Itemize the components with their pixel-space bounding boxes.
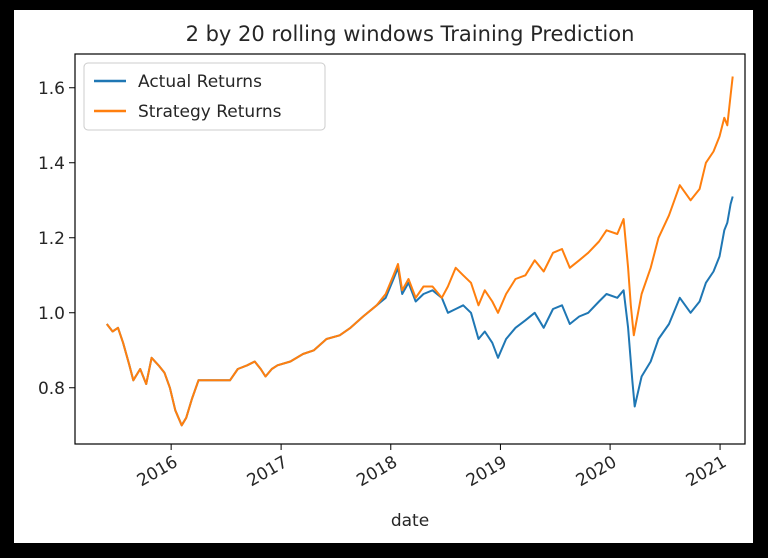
series-layer [106, 76, 734, 427]
legend-label: Strategy Returns [138, 102, 282, 122]
y-tick-label: 1.4 [38, 154, 65, 174]
y-tick-label: 1.2 [38, 229, 65, 249]
legend: Actual Returns Strategy Returns [83, 62, 326, 131]
x-tick-label: 2020 [573, 452, 620, 491]
legend-box [83, 62, 326, 131]
x-axis-label: date [391, 511, 429, 531]
chart-title: 2 by 20 rolling windows Training Predict… [186, 22, 635, 46]
x-tick-label: 2018 [353, 452, 400, 491]
x-axis: 2016 2017 2018 2019 2020 2021 [134, 444, 730, 491]
x-tick-label: 2019 [463, 452, 510, 491]
series-line-1 [106, 76, 734, 427]
x-tick-label: 2016 [134, 452, 181, 491]
line-chart: 2 by 20 rolling windows Training Predict… [38, 22, 746, 531]
y-axis: 0.8 1.0 1.2 1.4 1.6 [38, 79, 75, 399]
y-tick-label: 1.6 [38, 79, 65, 99]
chart-figure: 2 by 20 rolling windows Training Predict… [14, 10, 753, 543]
x-tick-label: 2017 [244, 452, 291, 491]
x-tick-label: 2021 [683, 452, 730, 491]
y-tick-label: 1.0 [38, 304, 65, 324]
y-tick-label: 0.8 [38, 379, 65, 399]
legend-label: Actual Returns [138, 72, 262, 92]
